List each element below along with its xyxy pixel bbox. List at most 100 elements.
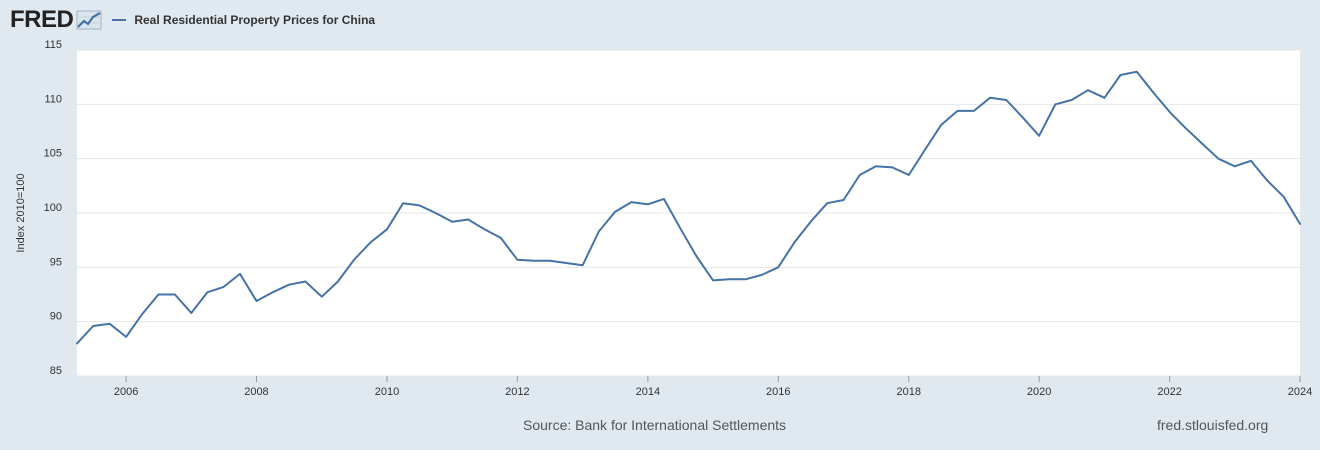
- data-point[interactable]: [1005, 99, 1007, 101]
- data-point[interactable]: [989, 97, 991, 99]
- data-point[interactable]: [1217, 157, 1219, 159]
- fred-logo-text: FRED: [10, 6, 74, 33]
- data-point[interactable]: [1038, 135, 1040, 137]
- data-point[interactable]: [174, 293, 176, 295]
- y-axis-ticks: 85 90 95 100 105 110 115: [44, 39, 62, 377]
- x-tick-label: 2024: [1288, 386, 1312, 398]
- data-point[interactable]: [842, 199, 844, 201]
- y-tick-label: 115: [44, 39, 62, 51]
- data-point[interactable]: [1185, 127, 1187, 129]
- data-point[interactable]: [157, 293, 159, 295]
- series-layer: [76, 70, 1301, 345]
- data-point[interactable]: [222, 286, 224, 288]
- data-point[interactable]: [549, 260, 551, 262]
- data-point[interactable]: [695, 255, 697, 257]
- data-point[interactable]: [777, 266, 779, 268]
- data-point[interactable]: [353, 259, 355, 261]
- data-point[interactable]: [288, 284, 290, 286]
- x-tick-label: 2010: [375, 386, 399, 398]
- data-point[interactable]: [630, 201, 632, 203]
- data-point[interactable]: [1266, 179, 1268, 181]
- data-point[interactable]: [483, 228, 485, 230]
- data-point[interactable]: [565, 262, 567, 264]
- data-point[interactable]: [1234, 165, 1236, 167]
- data-point[interactable]: [663, 198, 665, 200]
- data-point[interactable]: [728, 278, 730, 280]
- data-point[interactable]: [1282, 196, 1284, 198]
- data-point[interactable]: [598, 230, 600, 232]
- data-point[interactable]: [826, 202, 828, 204]
- data-point[interactable]: [679, 227, 681, 229]
- data-point[interactable]: [1070, 99, 1072, 101]
- data-point[interactable]: [891, 166, 893, 168]
- data-point[interactable]: [875, 165, 877, 167]
- data-point[interactable]: [1250, 160, 1252, 162]
- data-point[interactable]: [255, 300, 257, 302]
- series-line[interactable]: [76, 70, 1301, 345]
- data-point[interactable]: [337, 280, 339, 282]
- data-point[interactable]: [451, 220, 453, 222]
- data-point[interactable]: [1087, 89, 1089, 91]
- data-point[interactable]: [810, 220, 812, 222]
- data-point[interactable]: [532, 260, 534, 262]
- data-point[interactable]: [647, 203, 649, 205]
- data-point[interactable]: [761, 274, 763, 276]
- data-point[interactable]: [272, 291, 274, 293]
- data-point[interactable]: [92, 325, 94, 327]
- data-point[interactable]: [858, 174, 860, 176]
- data-point[interactable]: [190, 312, 192, 314]
- legend-series-label[interactable]: Real Residential Property Prices for Chi…: [134, 13, 376, 27]
- x-tick-label: 2016: [766, 386, 790, 398]
- data-point[interactable]: [581, 264, 583, 266]
- data-point[interactable]: [1054, 103, 1056, 105]
- data-point[interactable]: [1168, 111, 1170, 113]
- source-note: Source: Bank for International Settlemen…: [523, 417, 787, 433]
- data-point[interactable]: [141, 313, 143, 315]
- data-point[interactable]: [1152, 91, 1154, 93]
- legend-swatch: [112, 19, 127, 21]
- data-point[interactable]: [125, 336, 127, 338]
- data-point[interactable]: [206, 291, 208, 293]
- data-point[interactable]: [76, 342, 78, 344]
- data-point[interactable]: [712, 279, 714, 281]
- data-point[interactable]: [744, 278, 746, 280]
- data-point[interactable]: [1201, 142, 1203, 144]
- data-point[interactable]: [500, 237, 502, 239]
- data-point[interactable]: [940, 124, 942, 126]
- x-tick-label: 2022: [1157, 386, 1181, 398]
- y-axis-title: Index 2010=100: [15, 173, 27, 252]
- data-point[interactable]: [1103, 97, 1105, 99]
- x-tick-label: 2020: [1027, 386, 1051, 398]
- data-point[interactable]: [793, 241, 795, 243]
- data-point[interactable]: [1299, 223, 1301, 225]
- data-point[interactable]: [239, 273, 241, 275]
- data-point[interactable]: [908, 174, 910, 176]
- data-point[interactable]: [108, 323, 110, 325]
- data-point[interactable]: [1136, 71, 1138, 73]
- data-point[interactable]: [369, 241, 371, 243]
- data-point[interactable]: [321, 295, 323, 297]
- data-point[interactable]: [614, 211, 616, 213]
- y-tick-label: 85: [50, 365, 62, 377]
- x-tick-label: 2006: [114, 386, 138, 398]
- data-point[interactable]: [924, 149, 926, 151]
- x-axis-ticks: 2006 2008 2010 2012 2014 2016 2018 2020 2022 2024: [114, 376, 1312, 398]
- data-point[interactable]: [1119, 74, 1121, 76]
- data-point[interactable]: [386, 228, 388, 230]
- data-point[interactable]: [467, 218, 469, 220]
- site-link[interactable]: fred.stlouisfed.org: [1157, 417, 1269, 433]
- data-point[interactable]: [402, 202, 404, 204]
- y-tick-label: 100: [44, 202, 62, 214]
- data-point[interactable]: [973, 110, 975, 112]
- data-point[interactable]: [956, 110, 958, 112]
- data-point[interactable]: [418, 204, 420, 206]
- data-point[interactable]: [516, 259, 518, 261]
- data-point[interactable]: [304, 280, 306, 282]
- fred-logo[interactable]: FRED: [10, 6, 102, 34]
- chart-header: FRED Real Residential Property Prices fo…: [10, 6, 375, 34]
- data-point[interactable]: [435, 212, 437, 214]
- x-tick-label: 2014: [636, 386, 660, 398]
- x-tick-label: 2018: [897, 386, 921, 398]
- data-point[interactable]: [1021, 116, 1023, 118]
